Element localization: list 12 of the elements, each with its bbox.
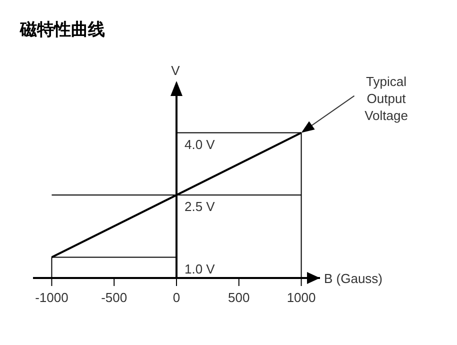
x-tick-label: -1000 <box>35 290 68 305</box>
y-axis-title: V <box>171 63 180 78</box>
y-tick-label: 1.0 V <box>184 261 216 276</box>
annotation: Typical Output Voltage <box>364 74 408 123</box>
x-tick-label: 0 <box>172 290 180 305</box>
y-tick-label: 2.5 V <box>184 199 216 214</box>
chart-title: 磁特性曲线 <box>20 19 105 41</box>
x-tick-label: 1000 <box>286 290 316 305</box>
x-tick-label: -500 <box>101 290 128 305</box>
x-axis-title: B (Gauss) <box>324 271 383 286</box>
x-tick-label: 500 <box>228 290 250 305</box>
y-tick-label: 4.0 V <box>184 136 216 152</box>
